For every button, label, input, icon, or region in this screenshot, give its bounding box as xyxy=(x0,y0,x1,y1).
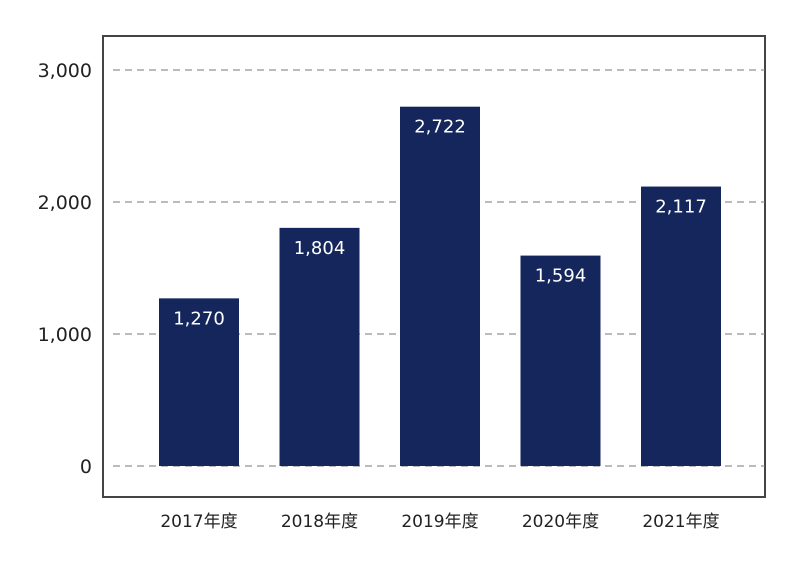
bar xyxy=(520,255,601,466)
y-tick-label: 1,000 xyxy=(38,324,92,346)
y-axis-ticks: 0 1,000 2,000 3,000 xyxy=(38,60,92,478)
bar xyxy=(279,227,360,466)
x-axis-labels: 2017年度 2018年度 2019年度 2020年度 2021年度 xyxy=(160,512,719,532)
y-tick-label: 3,000 xyxy=(38,60,92,82)
bars xyxy=(159,106,721,467)
bar-value-labels: 1,270 1,804 2,722 1,594 2,117 xyxy=(173,117,707,330)
bar-value-label: 2,117 xyxy=(655,197,707,218)
x-category-label: 2017年度 xyxy=(160,512,237,532)
x-category-label: 2019年度 xyxy=(401,512,478,532)
x-category-label: 2018年度 xyxy=(281,512,358,532)
bar-value-label: 1,804 xyxy=(294,238,346,259)
bar-value-label: 1,594 xyxy=(535,266,587,287)
bar xyxy=(159,298,239,466)
y-tick-label: 2,000 xyxy=(38,192,92,214)
x-category-label: 2021年度 xyxy=(642,512,719,532)
x-category-label: 2020年度 xyxy=(522,512,599,532)
bar-value-label: 2,722 xyxy=(414,117,466,138)
plot-frame xyxy=(102,35,766,498)
bar xyxy=(400,106,480,467)
y-tick-label: 0 xyxy=(80,456,92,478)
bar xyxy=(641,186,721,466)
bar-value-label: 1,270 xyxy=(173,308,225,329)
